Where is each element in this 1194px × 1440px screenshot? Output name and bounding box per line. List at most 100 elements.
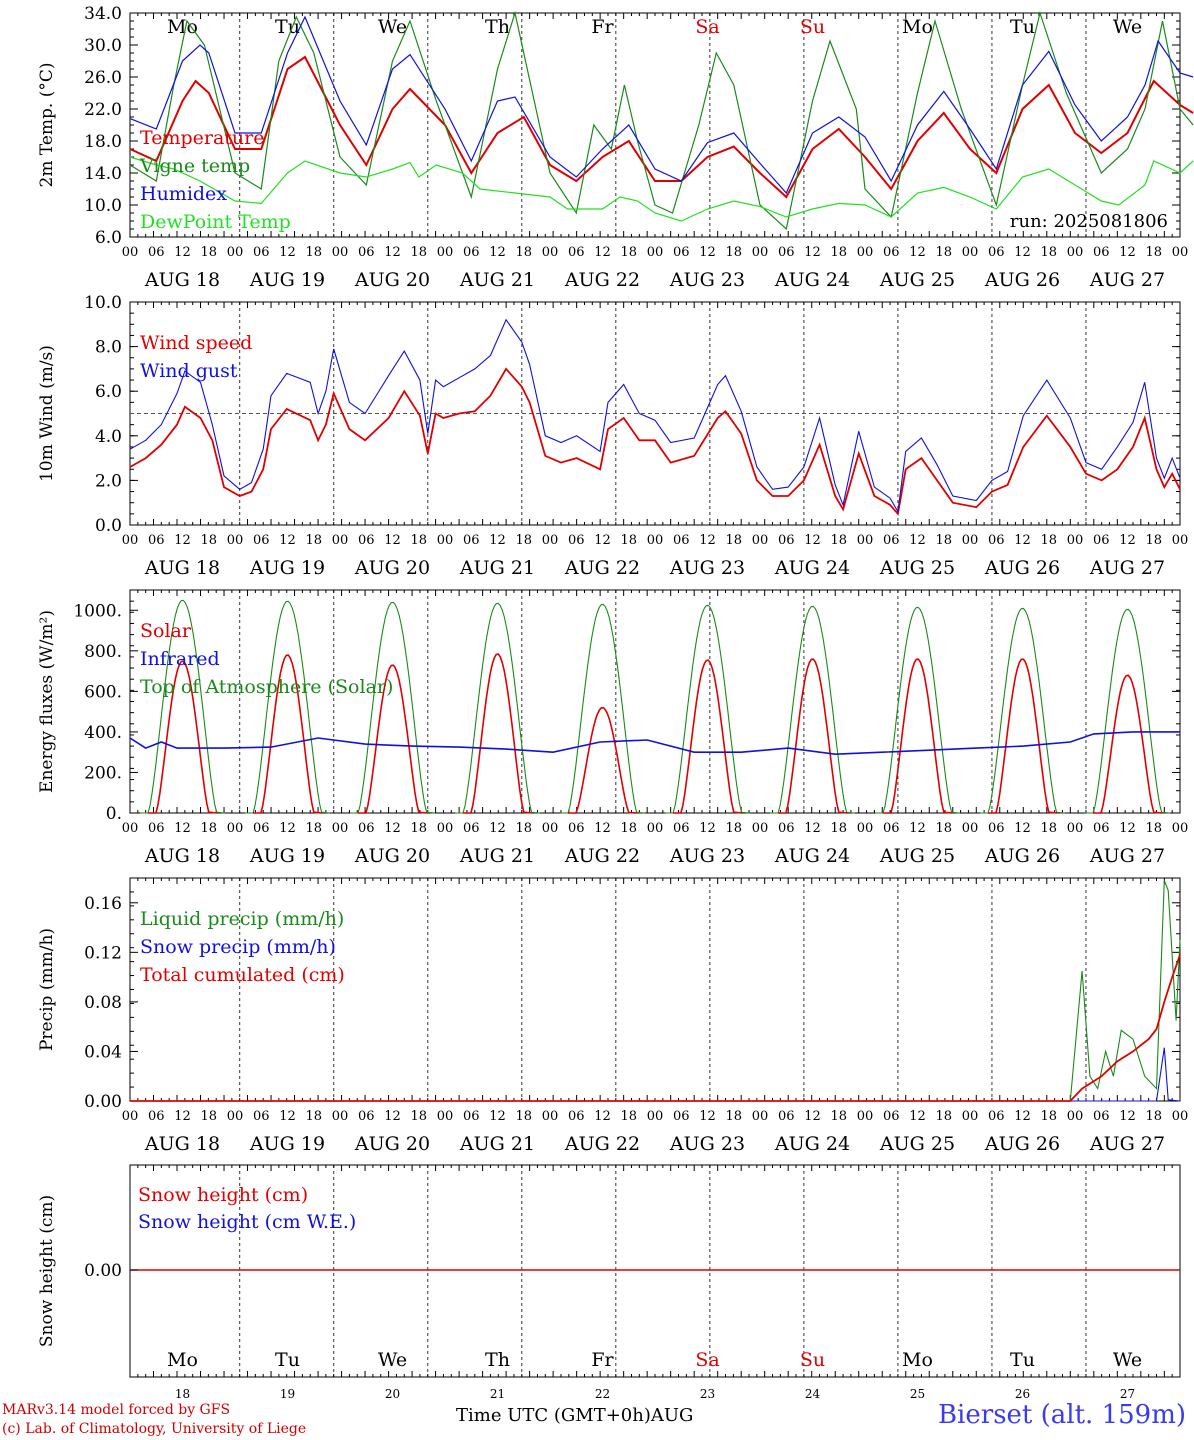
series-wind-speed [129, 367, 1181, 516]
hour-label: 18 [935, 533, 952, 548]
date-label: AUG 18 [144, 269, 220, 291]
day-name-top: Th [485, 16, 510, 38]
hour-label: 06 [988, 1109, 1005, 1124]
hour-label: 18 [200, 1109, 217, 1124]
hour-label: 00 [857, 1109, 874, 1124]
hour-label: 06 [988, 533, 1005, 548]
hour-label: 12 [174, 533, 191, 548]
date-number: 20 [385, 1387, 400, 1401]
hour-label: 00 [1067, 1109, 1084, 1124]
hour-label: 12 [279, 1109, 296, 1124]
hour-label: 12 [804, 245, 821, 260]
hour-label: 06 [883, 821, 900, 836]
hour-label: 12 [384, 533, 401, 548]
hour-label: 12 [699, 1109, 716, 1124]
hour-label: 00 [752, 533, 769, 548]
day-name-bottom: Mo [167, 1349, 198, 1371]
date-number: 18 [175, 1387, 190, 1401]
date-label: AUG 25 [879, 1133, 955, 1155]
hour-label: 00 [1172, 1109, 1189, 1124]
hour-label: 00 [122, 245, 139, 260]
date-label: AUG 20 [354, 269, 430, 291]
day-name-top: We [1113, 16, 1142, 38]
toa-curve [350, 601, 435, 814]
toa-curve [140, 599, 225, 814]
hour-label: 00 [542, 821, 559, 836]
hour-label: 18 [515, 1109, 532, 1124]
y-tick-label: 8.0 [95, 338, 122, 358]
hour-label: 18 [200, 821, 217, 836]
solar-curve [883, 658, 953, 814]
date-label: AUG 20 [354, 1133, 430, 1155]
hour-label: 00 [227, 821, 244, 836]
y-tick-label: 0.04 [84, 1042, 122, 1062]
hour-label: 00 [962, 533, 979, 548]
hour-label: 00 [332, 1109, 349, 1124]
hour-label: 06 [778, 533, 795, 548]
hour-label: 06 [778, 245, 795, 260]
day-name-top: Su [800, 16, 825, 38]
legend-entry: Snow height (cm) [138, 1184, 308, 1206]
day-name-top: Fr [591, 16, 614, 38]
day-name-bottom: Su [800, 1349, 825, 1371]
date-label: AUG 26 [984, 557, 1060, 579]
panel-frame [129, 589, 1181, 814]
solar-curve [1093, 674, 1163, 814]
date-number: 24 [805, 1387, 821, 1401]
series-liquid-precip-mm-h- [130, 880, 1181, 1102]
hour-label: 12 [174, 245, 191, 260]
hour-label: 06 [358, 821, 375, 836]
hour-label: 18 [830, 245, 847, 260]
hour-label: 12 [384, 821, 401, 836]
date-label: AUG 25 [879, 845, 955, 867]
hour-label: 06 [1093, 533, 1110, 548]
legend-entry: Temperature [140, 127, 264, 149]
hour-label: 00 [857, 533, 874, 548]
date-number: 25 [910, 1387, 925, 1401]
hour-label: 06 [568, 821, 585, 836]
hour-label: 18 [725, 821, 742, 836]
hour-label: 12 [909, 821, 926, 836]
x-axis-month: AUG [650, 1405, 694, 1426]
y-axis-label: Precip (mm/h) [37, 928, 57, 1051]
day-name-top: Sa [695, 16, 719, 38]
date-label: AUG 18 [144, 1133, 220, 1155]
y-tick-label: 0. [106, 804, 122, 824]
hour-label: 12 [1014, 533, 1031, 548]
hour-label: 06 [253, 1109, 270, 1124]
hour-label: 06 [358, 245, 375, 260]
model-credit: MARv3.14 model forced by GFS [2, 1402, 231, 1418]
hour-label: 06 [673, 821, 690, 836]
legend-entry: Vigne temp [139, 155, 250, 177]
toa-curve [245, 600, 330, 814]
hour-label: 18 [305, 533, 322, 548]
legend-entry: Wind gust [140, 360, 238, 382]
hour-label: 12 [594, 245, 611, 260]
date-number: 26 [1015, 1387, 1030, 1401]
hour-label: 06 [568, 1109, 585, 1124]
solar-curve [358, 664, 428, 814]
hour-label: 06 [673, 533, 690, 548]
hour-label: 06 [1093, 245, 1110, 260]
series-vigne-temp [129, 10, 1194, 231]
y-axis-label: 2m Temp. (°C) [37, 62, 57, 187]
y-tick-label: 34.0 [84, 4, 122, 24]
toa-curve [980, 607, 1065, 814]
y-tick-label: 4.0 [95, 427, 122, 447]
hour-label: 18 [830, 533, 847, 548]
hour-label: 12 [489, 1109, 506, 1124]
hour-label: 12 [699, 533, 716, 548]
date-number: 22 [595, 1387, 610, 1401]
legend-entry: Humidex [140, 183, 227, 205]
date-label: AUG 26 [984, 1133, 1060, 1155]
hour-label: 00 [332, 245, 349, 260]
day-name-bottom: Th [485, 1349, 510, 1371]
hour-label: 00 [542, 533, 559, 548]
y-tick-label: 18.0 [84, 132, 122, 152]
hour-label: 12 [174, 821, 191, 836]
y-tick-label: 0.12 [84, 943, 122, 963]
hour-label: 06 [148, 533, 165, 548]
hour-label: 12 [174, 1109, 191, 1124]
hour-label: 00 [647, 533, 664, 548]
y-tick-label: 0.00 [84, 1092, 122, 1112]
